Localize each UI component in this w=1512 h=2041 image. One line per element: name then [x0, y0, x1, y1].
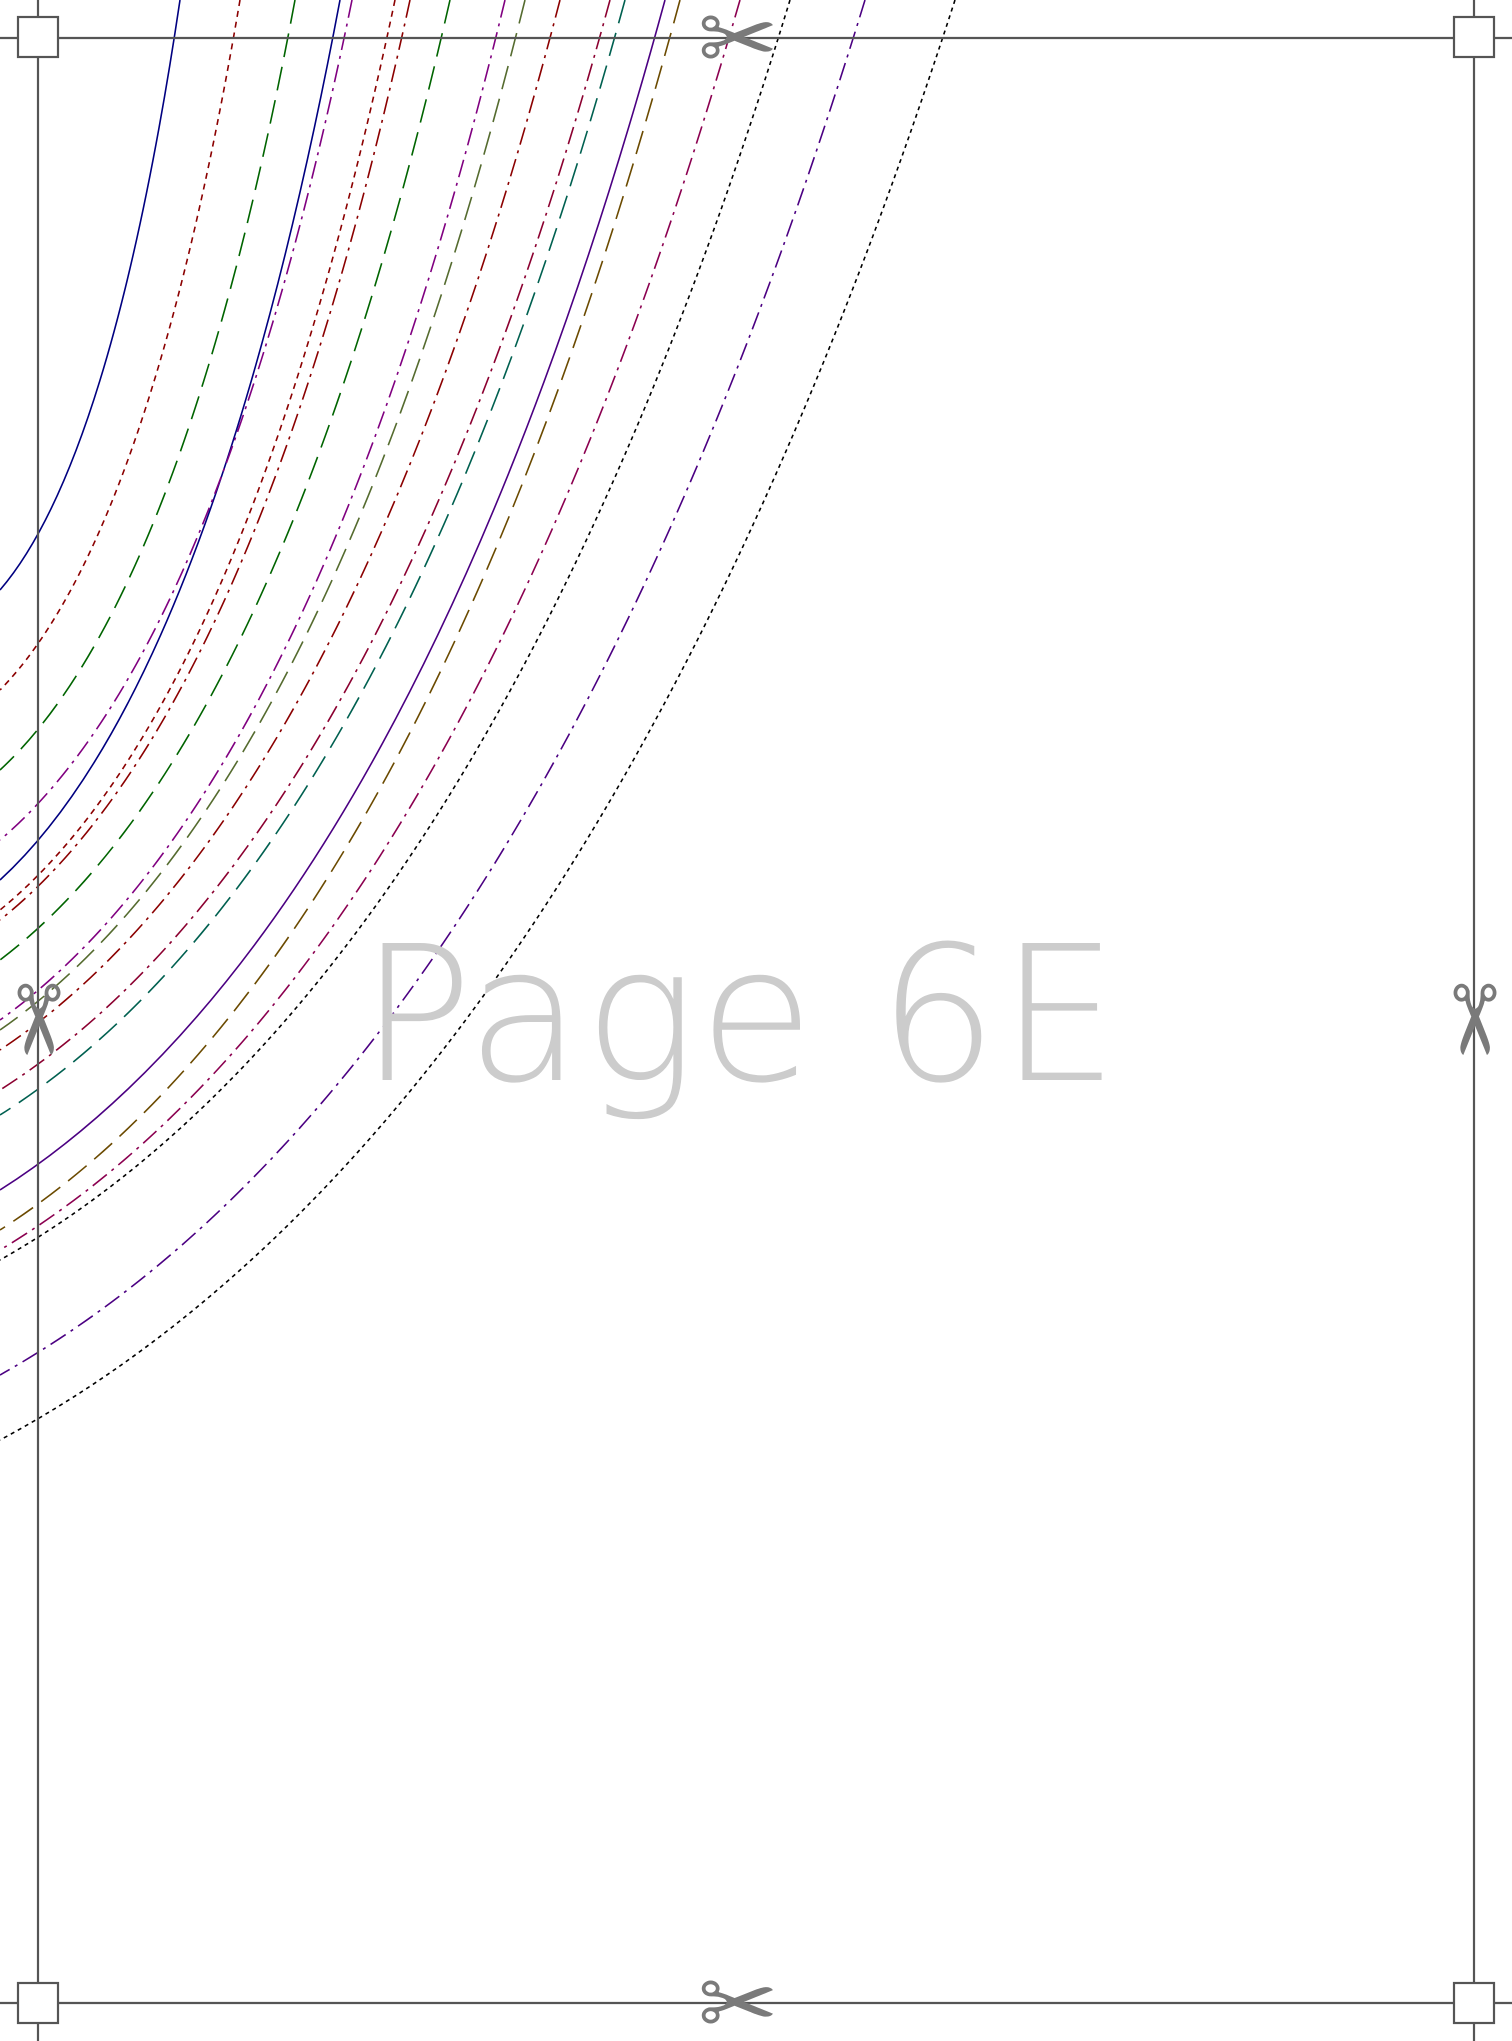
size-line: [0, 0, 866, 1376]
corner-mark-top-left: [16, 15, 60, 59]
size-line: [0, 0, 451, 961]
scissors-icon: ✂: [0, 980, 93, 1060]
corner-mark-bottom-left: [16, 1981, 60, 2025]
size-line: [0, 0, 681, 1231]
size-line: [0, 0, 396, 911]
svg-text:✂: ✂: [1417, 980, 1512, 1060]
size-line: [0, 0, 341, 881]
size-line: [0, 0, 956, 1441]
pattern-size-lines: [0, 0, 956, 1441]
size-line: [0, 0, 561, 1051]
size-line: [0, 0, 181, 591]
svg-text:✂: ✂: [698, 0, 778, 95]
page-label: Page 6E: [360, 906, 1121, 1125]
corner-marks: [16, 15, 1496, 2025]
size-line: [0, 0, 526, 1031]
size-line: [0, 0, 741, 1251]
size-line: [0, 0, 626, 1116]
size-line: [0, 0, 296, 771]
corner-mark-bottom-right: [1452, 1981, 1496, 2025]
scissors-icon: ✂: [698, 0, 778, 95]
scissors-icon: ✂: [1417, 980, 1512, 1060]
size-line: [0, 0, 666, 1191]
size-line: [0, 0, 791, 1261]
svg-text:✂: ✂: [0, 980, 93, 1060]
svg-text:✂: ✂: [698, 1948, 778, 2041]
size-line: [0, 0, 506, 1021]
size-line: [0, 0, 353, 841]
size-line: [0, 0, 241, 691]
scissors-icon: ✂: [698, 1948, 778, 2041]
corner-mark-top-right: [1452, 15, 1496, 59]
size-line: [0, 0, 611, 1091]
size-line: [0, 0, 411, 921]
